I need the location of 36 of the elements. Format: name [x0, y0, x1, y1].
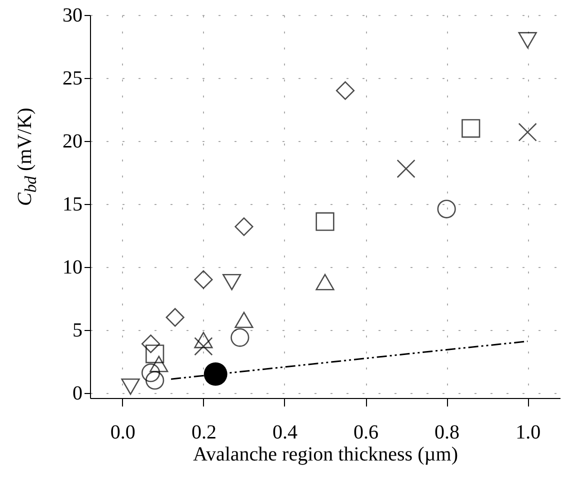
x-tick-label: 1.0 [516, 422, 541, 444]
x-tick-label: 0.6 [354, 422, 379, 444]
point [316, 212, 334, 231]
point [222, 274, 242, 290]
point [166, 308, 184, 327]
point [146, 344, 164, 364]
y-tick-label: 30 [62, 4, 82, 26]
point [518, 122, 537, 142]
x-tick-label: 0.2 [191, 422, 216, 444]
point [316, 274, 334, 290]
y-tick-label: 10 [62, 256, 82, 278]
point [396, 159, 416, 178]
point [194, 332, 213, 348]
point [336, 81, 355, 100]
point [194, 337, 213, 356]
point [230, 328, 250, 347]
y-tick-label: 0 [72, 382, 82, 404]
point [141, 334, 160, 354]
x-tick-label: 0.8 [434, 422, 460, 444]
point [121, 378, 140, 395]
y-tick-label: 25 [62, 67, 82, 90]
point [518, 32, 537, 48]
y-tick-label: 15 [62, 193, 82, 216]
y-tick-label: 5 [72, 319, 82, 342]
y-tick-label: 20 [62, 130, 82, 152]
x-axis-title: Avalanche region thickness (µm) [193, 444, 458, 466]
point [146, 371, 164, 390]
point [194, 270, 213, 289]
point [234, 217, 254, 236]
x-tick-label: 0.4 [272, 422, 298, 444]
point [150, 356, 168, 372]
x-tick-label: 0.0 [110, 422, 136, 444]
point [234, 312, 254, 328]
point [462, 119, 480, 138]
point [437, 200, 456, 218]
point [141, 364, 160, 382]
